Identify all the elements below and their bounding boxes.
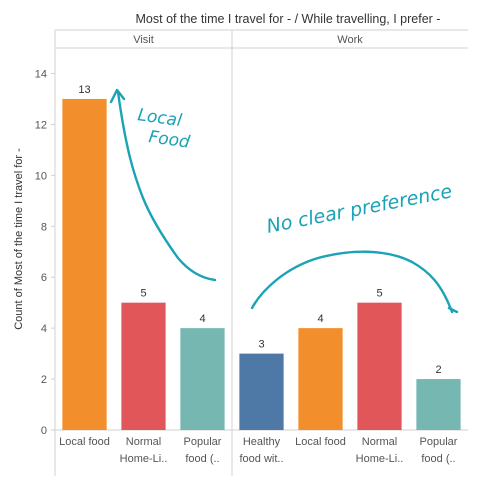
y-tick-label: 6 bbox=[41, 272, 47, 284]
category-label: food wit.. bbox=[239, 453, 283, 465]
annotation-no-clear-preference: No clear preference bbox=[250, 180, 459, 314]
bar-value-label: 5 bbox=[140, 288, 146, 300]
category-label: Popular bbox=[184, 436, 222, 448]
y-tick-label: 10 bbox=[35, 170, 47, 182]
category-label: food (.. bbox=[421, 453, 455, 465]
bar bbox=[416, 379, 461, 430]
bar-value-label: 4 bbox=[199, 313, 205, 325]
bars-group: 13 5 4 3 4 5 2 bbox=[62, 84, 461, 430]
annotation-arrow-curve bbox=[116, 90, 217, 282]
bar bbox=[121, 302, 166, 430]
category-label: Local food bbox=[59, 436, 110, 448]
bar-value-label: 2 bbox=[435, 364, 441, 376]
y-tick-label: 12 bbox=[35, 119, 47, 131]
category-labels: Local food Normal Home-Li.. Popular food (..… bbox=[59, 436, 458, 465]
bar-value-label: 3 bbox=[258, 339, 264, 351]
category-label: Normal bbox=[126, 436, 161, 448]
annotation-local-food: Local Food bbox=[109, 88, 217, 282]
bar bbox=[239, 353, 284, 430]
chart-title: Most of the time I travel for - / While … bbox=[136, 12, 441, 26]
bar-value-label: 5 bbox=[376, 288, 382, 300]
bar bbox=[298, 328, 343, 430]
category-label: food (.. bbox=[185, 453, 219, 465]
annotation-no-clear-preference-text: No clear preference bbox=[265, 180, 454, 238]
y-tick-label: 2 bbox=[41, 374, 47, 386]
panel-header-work: Work bbox=[337, 34, 363, 46]
bar-value-label: 4 bbox=[317, 313, 323, 325]
y-tick-label: 4 bbox=[41, 323, 47, 335]
category-label: Home-Li.. bbox=[120, 453, 168, 465]
y-tick-label: 14 bbox=[35, 68, 47, 80]
y-tick-label: 8 bbox=[41, 221, 47, 233]
category-label: Home-Li.. bbox=[356, 453, 404, 465]
annotation-food-text: Food bbox=[147, 127, 191, 153]
y-tick-label: 0 bbox=[41, 425, 47, 437]
annotation-hump-tail bbox=[447, 306, 459, 314]
category-label: Normal bbox=[362, 436, 397, 448]
category-label: Healthy bbox=[243, 436, 281, 448]
bar bbox=[180, 328, 225, 430]
y-axis: 0 2 4 6 8 10 12 14 Count of Most of the time I t… bbox=[13, 68, 55, 437]
bar bbox=[357, 302, 402, 430]
category-label: Popular bbox=[420, 436, 458, 448]
annotation-arrow-head bbox=[109, 88, 126, 104]
category-label: Local food bbox=[295, 436, 346, 448]
panel-header-visit: Visit bbox=[133, 34, 154, 46]
bar bbox=[62, 98, 107, 430]
y-axis-label: Count of Most of the time I travel for - bbox=[13, 148, 25, 330]
annotation-hump-curve bbox=[250, 250, 454, 314]
bar-value-label: 13 bbox=[78, 84, 90, 96]
annotation-local-text: Local bbox=[136, 105, 183, 131]
